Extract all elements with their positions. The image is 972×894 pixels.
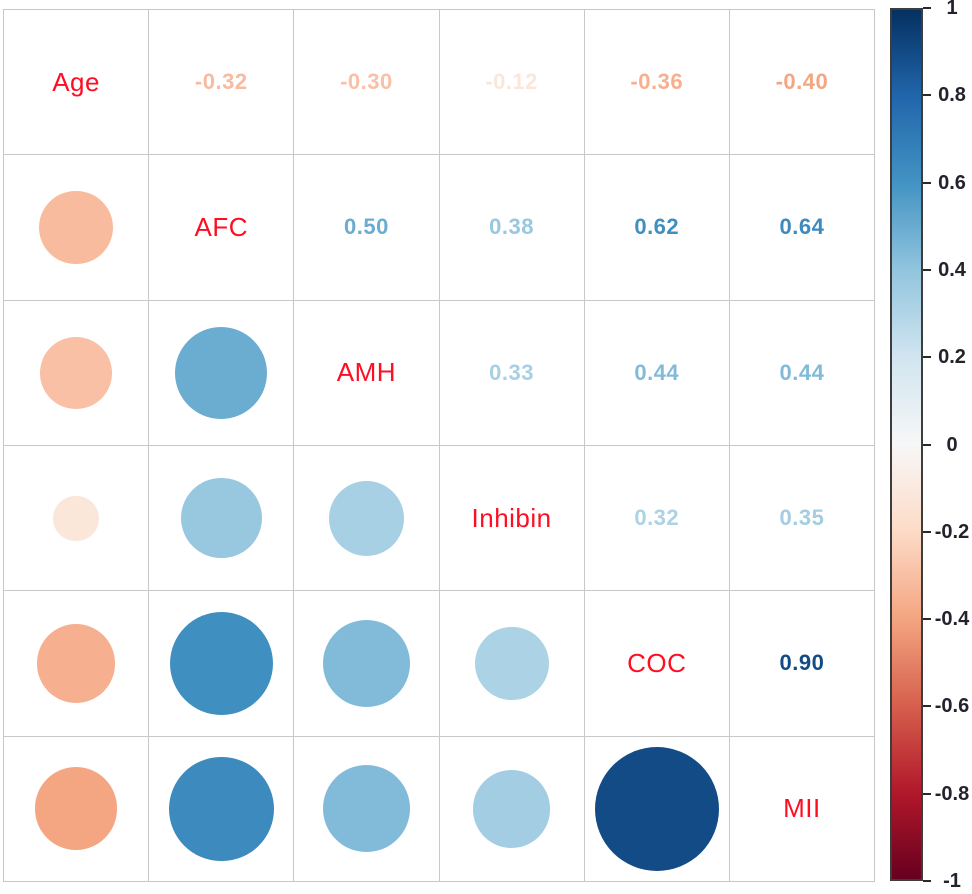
corr-circle-COC-Inhibin: [474, 626, 549, 701]
corr-circle-MII-Age: [34, 767, 118, 851]
cell-MII-AMH: [294, 736, 440, 882]
corr-circle-MII-COC: [594, 746, 719, 871]
colorbar-gradient: [890, 8, 923, 881]
corr-value-Inhibin-MII: 0.35: [779, 505, 825, 531]
corr-value-AMH-Inhibin: 0.33: [489, 359, 534, 385]
cell-MII-Inhibin: [439, 736, 585, 882]
corr-value-AFC-MII: 0.64: [779, 214, 825, 240]
diagonal-label-MII: MII: [783, 793, 821, 824]
colorbar-tick: [923, 880, 931, 882]
cell-Age-AMH: -0.30: [294, 10, 440, 156]
cell-COC-COC: COC: [584, 591, 730, 737]
corr-circle-Inhibin-AMH: [328, 480, 404, 556]
diagonal-label-AMH: AMH: [336, 357, 397, 388]
corr-circle-Inhibin-AFC: [180, 477, 262, 559]
colorbar-tick: [923, 268, 931, 271]
corr-value-Age-Inhibin: -0.12: [485, 69, 538, 95]
corr-value-Age-AMH: -0.30: [340, 69, 393, 95]
cell-Age-Inhibin: -0.12: [439, 10, 585, 156]
cell-MII-AFC: [149, 736, 295, 882]
corr-circle-Inhibin-Age: [53, 495, 99, 541]
corr-value-Age-MII: -0.40: [775, 69, 829, 95]
cell-Inhibin-AMH: [294, 445, 440, 592]
cell-Inhibin-Age: [4, 445, 150, 592]
corr-circle-COC-Age: [36, 624, 116, 703]
cell-AFC-MII: 0.64: [729, 155, 875, 301]
diagonal-label-COC: COC: [627, 647, 687, 678]
corr-value-Age-AFC: -0.32: [194, 69, 248, 95]
corr-value-Age-COC: -0.36: [630, 69, 684, 95]
corr-value-AMH-MII: 0.44: [779, 359, 825, 385]
cell-COC-AFC: [149, 591, 295, 737]
cell-AFC-COC: 0.62: [584, 155, 730, 301]
cell-AMH-Inhibin: 0.33: [439, 300, 585, 446]
corr-value-AFC-COC: 0.62: [634, 214, 680, 240]
colorbar-tick: [923, 7, 931, 9]
colorbar-tick: [923, 618, 931, 621]
colorbar-tick-label: -0.4: [934, 608, 970, 631]
cell-Age-AFC: -0.32: [149, 10, 295, 156]
corr-circle-MII-AFC: [168, 756, 274, 862]
cell-Inhibin-COC: 0.32: [584, 445, 730, 592]
corr-value-Inhibin-COC: 0.32: [634, 505, 680, 531]
cell-AMH-Age: [4, 300, 150, 446]
colorbar-tick-label: 0: [946, 433, 958, 456]
corr-circle-COC-AMH: [323, 620, 410, 707]
cell-MII-MII: MII: [729, 736, 875, 882]
cell-Age-COC: -0.36: [584, 10, 730, 156]
corr-value-AFC-AMH: 0.50: [344, 214, 389, 240]
diagonal-label-AFC: AFC: [194, 211, 248, 242]
corr-circle-COC-AFC: [169, 612, 273, 715]
cell-AFC-Inhibin: 0.38: [439, 155, 585, 301]
colorbar-tick-label: 0.2: [938, 346, 966, 369]
cell-Inhibin-Inhibin: Inhibin: [439, 445, 585, 592]
corr-circle-AMH-AFC: [175, 326, 268, 420]
colorbar-tick-label: 0.8: [938, 84, 966, 107]
cell-AMH-AFC: [149, 300, 295, 446]
cell-AMH-MII: 0.44: [729, 300, 875, 446]
cell-Inhibin-MII: 0.35: [729, 445, 875, 592]
colorbar-tick: [923, 792, 931, 795]
colorbar-tick-label: -0.6: [934, 695, 970, 718]
cell-MII-COC: [584, 736, 730, 882]
cell-AMH-COC: 0.44: [584, 300, 730, 446]
corr-value-AMH-COC: 0.44: [634, 359, 680, 385]
colorbar-tick: [923, 705, 931, 708]
cell-MII-Age: [4, 736, 150, 882]
colorbar-tick-label: -1: [943, 870, 961, 892]
corr-circle-MII-Inhibin: [472, 770, 551, 848]
cell-AFC-AMH: 0.50: [294, 155, 440, 301]
cell-COC-Age: [4, 591, 150, 737]
cell-COC-AMH: [294, 591, 440, 737]
cell-Age-Age: Age: [4, 10, 150, 156]
colorbar-tick-label: 1: [946, 0, 958, 19]
cell-COC-Inhibin: [439, 591, 585, 737]
corr-value-COC-MII: 0.90: [779, 650, 825, 676]
colorbar-tick: [923, 530, 931, 533]
colorbar-tick-label: 0.6: [938, 171, 966, 194]
cell-AMH-AMH: AMH: [294, 300, 440, 446]
cell-Age-MII: -0.40: [729, 10, 875, 156]
cell-COC-MII: 0.90: [729, 591, 875, 737]
corr-circle-AMH-Age: [40, 337, 112, 409]
corr-circle-AFC-Age: [39, 190, 114, 265]
colorbar-tick: [923, 181, 931, 184]
corr-value-AFC-Inhibin: 0.38: [489, 214, 534, 240]
matrix-grid: Age -0.32 -0.30 -0.12 -0.36 -0.40 AFC 0.50 0.38 0…: [3, 9, 875, 882]
colorbar-tick-label: -0.8: [934, 782, 970, 805]
diagonal-label-Inhibin: Inhibin: [471, 502, 552, 533]
corr-circle-MII-AMH: [323, 765, 410, 853]
colorbar-tick: [923, 443, 931, 446]
cell-AFC-AFC: AFC: [149, 155, 295, 301]
cell-Inhibin-AFC: [149, 445, 295, 592]
colorbar-tick-label: 0.4: [938, 258, 966, 281]
cell-AFC-Age: [4, 155, 150, 301]
colorbar-tick-label: -0.2: [934, 520, 970, 543]
colorbar-tick: [923, 356, 931, 359]
colorbar-tick: [923, 94, 931, 97]
diagonal-label-Age: Age: [52, 66, 100, 97]
